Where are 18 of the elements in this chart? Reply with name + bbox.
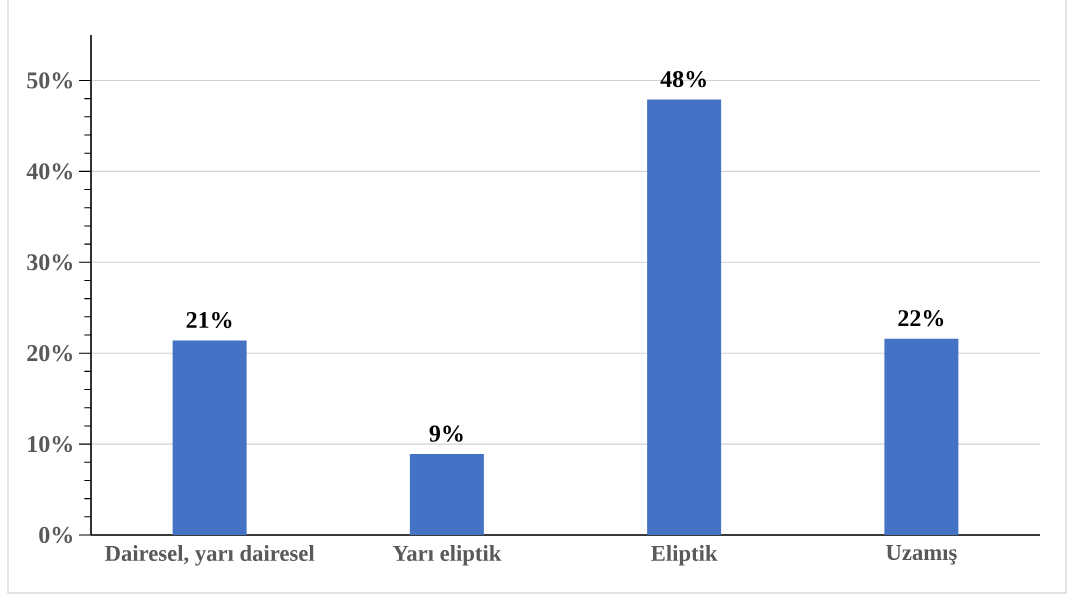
y-tick-label: 10% bbox=[28, 435, 73, 453]
data-label: 9% bbox=[429, 425, 463, 442]
x-tick-label: Dairesel, yarı dairesel bbox=[105, 545, 315, 566]
bar bbox=[647, 99, 722, 535]
x-tick-label: Uzamış bbox=[886, 545, 957, 565]
bar bbox=[884, 338, 959, 535]
y-tick-label: 50% bbox=[27, 72, 73, 89]
data-label: 48% bbox=[660, 71, 706, 88]
x-tick-label: Yarı eliptik bbox=[392, 545, 502, 566]
x-tick-label: Eliptik bbox=[651, 545, 718, 566]
y-tick-label: 40% bbox=[26, 163, 73, 180]
data-label: 21% bbox=[186, 311, 232, 329]
y-tick-label: 30% bbox=[27, 254, 73, 271]
bar bbox=[172, 340, 247, 535]
y-tick-label: 0% bbox=[39, 526, 73, 544]
data-label: 22% bbox=[898, 310, 944, 327]
y-tick-label: 20% bbox=[27, 345, 73, 362]
bar bbox=[409, 454, 484, 535]
